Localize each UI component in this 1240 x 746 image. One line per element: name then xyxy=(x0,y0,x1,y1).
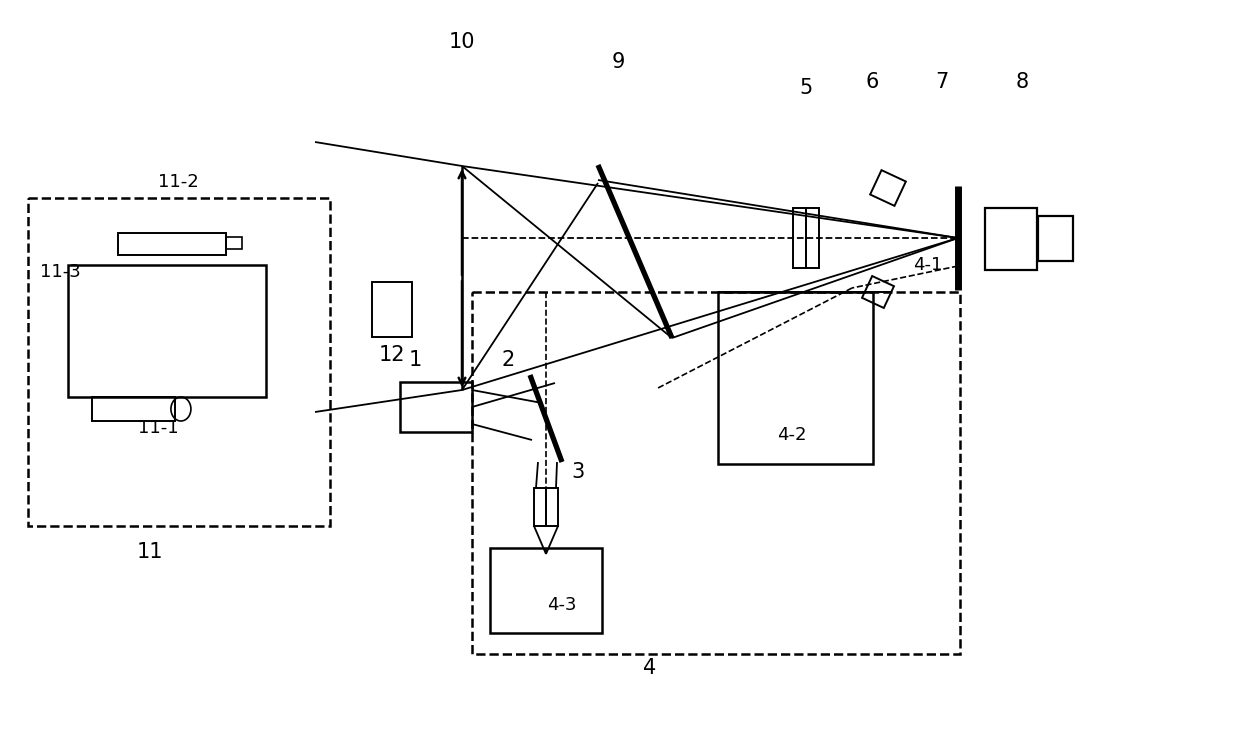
Bar xyxy=(372,282,412,337)
Bar xyxy=(794,208,806,268)
Text: 11: 11 xyxy=(136,542,164,562)
Text: 9: 9 xyxy=(611,52,625,72)
Text: 11-1: 11-1 xyxy=(138,419,179,437)
Text: 12: 12 xyxy=(378,345,405,365)
Text: 11-3: 11-3 xyxy=(40,263,81,281)
Text: 5: 5 xyxy=(800,78,812,98)
Bar xyxy=(472,292,960,654)
Bar xyxy=(985,208,1037,270)
Bar xyxy=(718,292,873,464)
Bar xyxy=(227,237,242,249)
Bar xyxy=(92,397,175,421)
Text: 4-2: 4-2 xyxy=(777,426,807,444)
Bar xyxy=(490,548,601,633)
Text: 4: 4 xyxy=(644,658,657,678)
Text: 4-3: 4-3 xyxy=(547,596,577,614)
Bar xyxy=(546,488,558,526)
Text: 3: 3 xyxy=(572,462,584,482)
Text: 1: 1 xyxy=(408,350,422,370)
Bar xyxy=(118,233,227,255)
Bar xyxy=(1038,216,1073,261)
Bar xyxy=(401,382,472,432)
Bar xyxy=(534,488,546,526)
Bar xyxy=(29,198,330,526)
Text: 10: 10 xyxy=(449,32,475,52)
Text: 8: 8 xyxy=(1016,72,1028,92)
Text: 2: 2 xyxy=(501,350,515,370)
Text: 11-2: 11-2 xyxy=(157,173,198,191)
Text: 7: 7 xyxy=(935,72,949,92)
Text: 6: 6 xyxy=(866,72,879,92)
Text: 4-1: 4-1 xyxy=(914,256,942,274)
Bar xyxy=(68,265,267,397)
Bar xyxy=(806,208,818,268)
